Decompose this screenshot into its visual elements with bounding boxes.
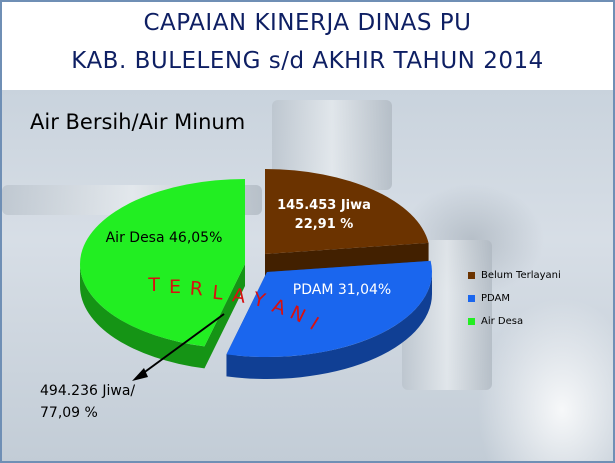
pie-labels: Air Desa 46,05% 145.453 Jiwa 22,91 % PDAM 3… (106, 198, 392, 298)
terlayani-letter: Y (250, 288, 267, 312)
pie-slice-pdam (226, 260, 432, 357)
legend-item-pdam: PDAM (468, 287, 561, 310)
legend-swatch (468, 272, 475, 279)
legend-swatch (468, 295, 475, 302)
title-band: CAPAIAN KINERJA DINAS PU KAB. BULELENG s… (2, 2, 613, 90)
data-label-air-desa: Air Desa 46,05% (106, 230, 223, 246)
pie-slice-side-belum-terlayani (265, 169, 429, 276)
terlayani-letter: E (169, 276, 181, 298)
pie-tops (80, 169, 432, 357)
terlayani-letter: R (189, 278, 204, 301)
annotation-arrowhead (132, 368, 148, 381)
legend-swatch (468, 318, 475, 325)
served-annotation-line-1: 494.236 Jiwa/ (40, 383, 136, 399)
data-label-pdam: PDAM 31,04% (293, 282, 391, 298)
terlayani-letter: A (269, 295, 288, 320)
legend-item-belum-terlayani: Belum Terlayani (468, 264, 561, 287)
slide-title-line-2: KAB. BULELENG s/d AKHIR TAHUN 2014 (71, 48, 544, 74)
legend-label: Belum Terlayani (481, 270, 561, 281)
terlayani-letter: T (147, 274, 160, 296)
data-label-belum-terlayani: 145.453 Jiwa 22,91 % (277, 198, 371, 232)
slide-title-line-1: CAPAIAN KINERJA DINAS PU (143, 10, 472, 36)
served-annotation: 494.236 Jiwa/ 77,09 % (40, 380, 170, 424)
legend-label: Air Desa (481, 316, 524, 327)
terlayani-letter: L (211, 282, 224, 305)
pie-slice-air-desa (80, 179, 245, 347)
pie-slice-side-air-desa (80, 179, 245, 369)
served-annotation-line-2: 77,09 % (40, 405, 98, 421)
terlayani-letter: A (231, 284, 247, 308)
pie-slice-belum-terlayani (265, 169, 429, 254)
legend-label: PDAM (481, 293, 511, 304)
legend-item-air-desa: Air Desa (468, 310, 561, 333)
legend: Belum Terlayani PDAM Air Desa (468, 264, 561, 333)
chart-title: Air Bersih/Air Minum (30, 110, 246, 134)
annotation-arrow (141, 313, 225, 375)
